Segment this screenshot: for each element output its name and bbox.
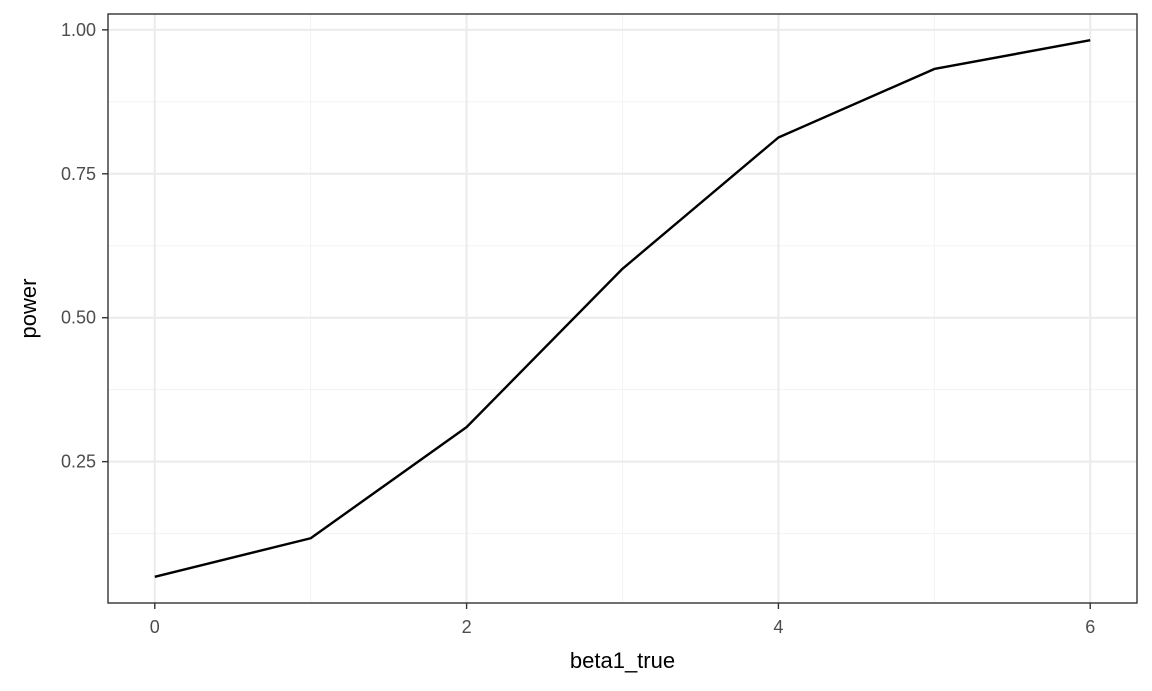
- x-tick-label: 6: [1085, 617, 1095, 637]
- x-axis-tick-labels: 0 2 4 6: [150, 617, 1095, 637]
- axis-ticks: [102, 29, 1091, 609]
- y-axis-tick-labels: 0.25 0.50 0.75 1.00: [61, 20, 96, 472]
- series-line-0: [154, 39, 1091, 578]
- y-tick-label: 0.25: [61, 452, 96, 472]
- y-tick-label: 0.50: [61, 308, 96, 328]
- x-axis-title: beta1_true: [570, 648, 675, 673]
- panel-border: [107, 13, 1138, 604]
- y-tick-label: 1.00: [61, 20, 96, 40]
- y-axis-title: power: [16, 279, 41, 339]
- y-tick-label: 0.75: [61, 164, 96, 184]
- minor-gridlines: [108, 14, 1137, 603]
- x-tick-label: 4: [773, 617, 783, 637]
- major-gridlines: [108, 14, 1137, 603]
- series-layer: [154, 39, 1091, 578]
- x-tick-label: 2: [462, 617, 472, 637]
- x-tick-label: 0: [150, 617, 160, 637]
